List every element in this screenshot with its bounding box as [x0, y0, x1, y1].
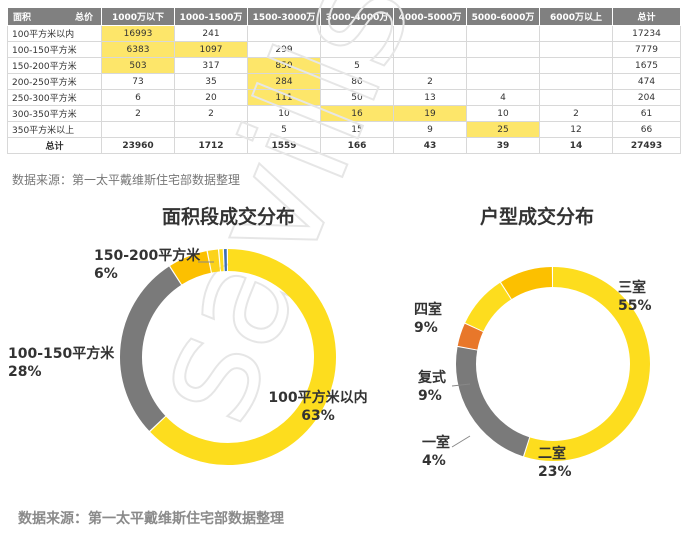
donut-slice: [465, 282, 512, 332]
slice-label: 二室: [538, 445, 566, 462]
table-cell: 850: [247, 57, 321, 74]
table-row: 300-350平方米 2 2 10 16 19 10 2 61: [7, 105, 681, 122]
table-corner-header: 面积 总价: [7, 7, 102, 26]
slice-percent: 9%: [414, 320, 438, 336]
corner-area-label: 面积: [13, 13, 32, 23]
donut-slice: [150, 249, 336, 465]
column-header: 总计: [612, 7, 681, 26]
slice-percent: 23%: [538, 464, 572, 480]
slice-label: 150-200平方米: [94, 247, 201, 264]
table-total-row: 总计 23960 1712 1559 166 43 39 14 27493: [7, 137, 681, 154]
room-chart-title: 户型成交分布: [480, 206, 595, 228]
table-cell: 14: [539, 137, 613, 154]
column-header: 4000-5000万: [393, 7, 467, 26]
data-source-note: 数据来源：第一太平戴维斯住宅部数据整理: [12, 173, 241, 187]
table-row: 350平方米以上 5 15 9 25 12 66: [7, 121, 681, 138]
table-cell: 503: [101, 57, 175, 74]
slice-label: 四室: [414, 301, 442, 318]
table-row: 200-250平方米 73 35 284 80 2 474: [7, 73, 681, 90]
table-cell: 166: [320, 137, 394, 154]
table-row: 250-300平方米 6 20 111 50 13 4 204: [7, 89, 681, 106]
table-cell: 43: [393, 137, 467, 154]
table-cell: 284: [247, 73, 321, 90]
slice-label: 一室: [422, 434, 450, 451]
donut-slice: [524, 267, 650, 461]
slice-label: 100平方米以内: [268, 389, 367, 406]
table-row: 100-150平方米 6383 1097 299 7779: [7, 41, 681, 58]
row-label: 总计: [7, 137, 102, 154]
column-header: 5000-6000万: [466, 7, 540, 26]
column-header: 1000万以下: [101, 7, 175, 26]
slice-percent: 28%: [8, 364, 42, 380]
donut-slice: [456, 346, 530, 457]
leader-line: [451, 435, 471, 448]
table-cell: 19: [393, 105, 467, 122]
area-chart-title: 面积段成交分布: [162, 206, 296, 228]
table-cell: 39: [466, 137, 540, 154]
corner-price-label: 总价: [74, 13, 93, 23]
donut-slice: [501, 267, 553, 300]
table-cell: 16993: [101, 25, 175, 42]
table-cell: 6383: [101, 41, 175, 58]
slice-percent: 6%: [94, 266, 118, 282]
slice-label: 100-150平方米: [8, 345, 115, 362]
data-source-note-bottom: 数据来源：第一太平戴维斯住宅部数据整理: [18, 511, 284, 527]
slice-percent: 9%: [418, 388, 442, 404]
slice-percent: 4%: [422, 453, 446, 469]
slice-label: 三室: [618, 279, 646, 296]
table-cell: 1097: [174, 41, 248, 58]
price-area-table: 面积 总价 1000万以下 1000-1500万 1500-3000万 3000…: [7, 7, 681, 154]
slice-percent: 63%: [301, 408, 335, 424]
donut-slice: [120, 266, 182, 431]
table-cell: 27493: [612, 137, 681, 154]
slice-percent: 55%: [618, 298, 652, 314]
slice-label: 复式: [417, 369, 446, 386]
table-row: 150-200平方米 503 317 850 5 1675: [7, 57, 681, 74]
table-row: 100平方米以内 16993 241 17234: [7, 25, 681, 42]
donut-slice: [457, 323, 484, 350]
leader-line: [451, 383, 471, 387]
